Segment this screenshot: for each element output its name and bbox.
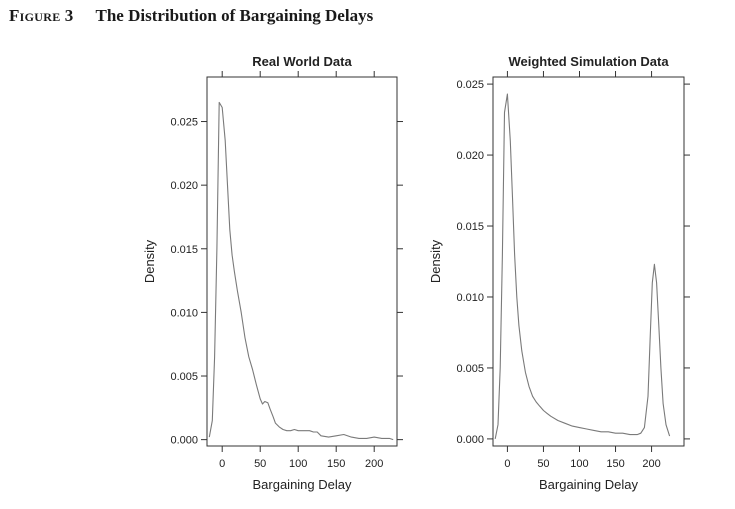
y-tick-label: 0.000	[456, 434, 484, 446]
x-tick-label: 200	[365, 458, 383, 470]
x-tick-label: 150	[327, 458, 345, 470]
density-line	[209, 102, 393, 439]
panel-weighted-simulation: Weighted Simulation Data 0 50 100 150 200 0.00…	[428, 54, 690, 492]
y-tick-label: 0.025	[456, 79, 484, 91]
x-tick-label: 0	[504, 458, 510, 470]
x-axis-label: Bargaining Delay	[539, 477, 639, 492]
y-tick-label: 0.015	[170, 244, 198, 256]
x-tick-label: 100	[289, 458, 307, 470]
y-tick-label: 0.000	[170, 435, 198, 447]
x-tick-label: 200	[642, 458, 660, 470]
y-tick-label: 0.015	[456, 221, 484, 233]
plot-frame	[207, 77, 397, 446]
panel-title: Weighted Simulation Data	[508, 54, 669, 69]
y-axis-label: Density	[142, 239, 157, 283]
y-tick-label: 0.010	[170, 307, 198, 319]
y-tick-label: 0.025	[170, 117, 198, 129]
y-tick-label: 0.020	[170, 180, 198, 192]
x-tick-label: 50	[254, 458, 266, 470]
x-axis-label: Bargaining Delay	[252, 477, 352, 492]
x-tick-label: 150	[606, 458, 624, 470]
x-tick-label: 100	[570, 458, 588, 470]
y-axis-label: Density	[428, 239, 443, 283]
density-line	[495, 94, 669, 439]
y-tick-label: 0.020	[456, 150, 484, 162]
x-tick-label: 0	[219, 458, 225, 470]
y-tick-label: 0.005	[170, 371, 198, 383]
plot-frame	[493, 77, 684, 446]
y-tick-label: 0.005	[456, 363, 484, 375]
panel-title: Real World Data	[252, 54, 352, 69]
panel-real-world: Real World Data 0 50 100 150 200 0.000 0.005 0.0…	[142, 54, 403, 492]
x-tick-label: 50	[537, 458, 549, 470]
y-tick-label: 0.010	[456, 292, 484, 304]
